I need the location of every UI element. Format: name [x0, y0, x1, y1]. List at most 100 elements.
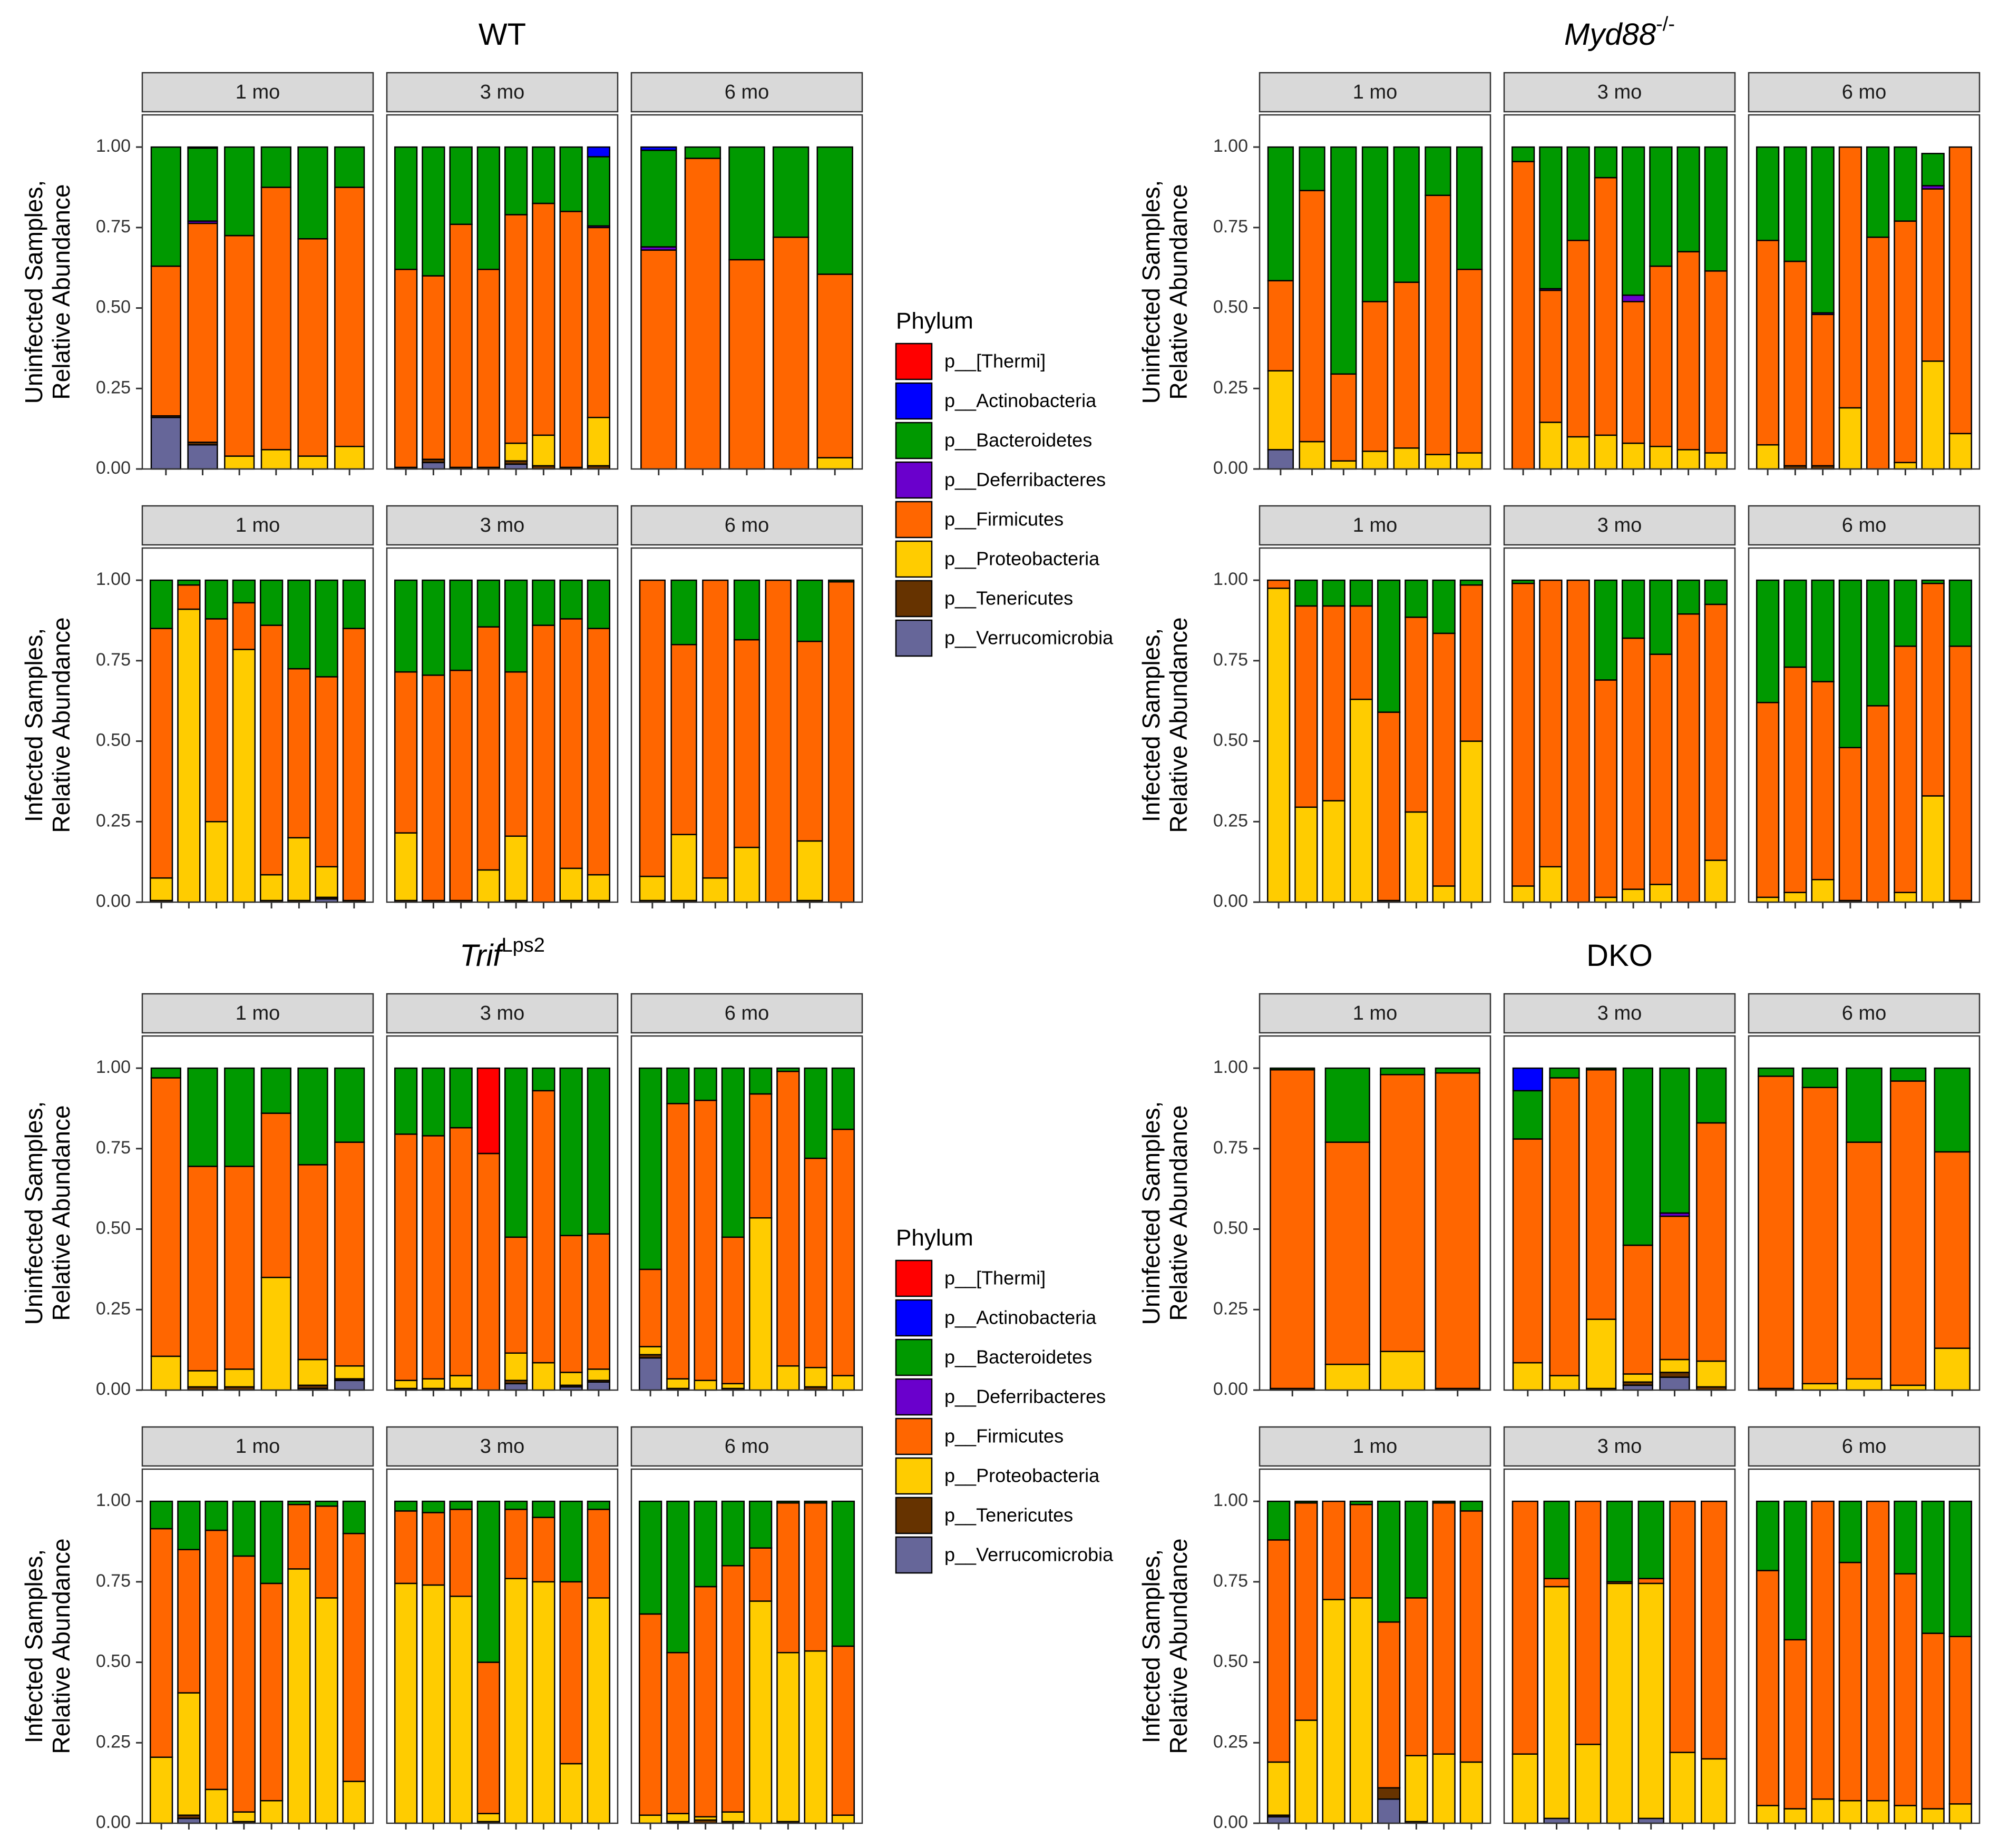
stacked-bar	[559, 1067, 583, 1391]
facet-strip	[141, 505, 374, 546]
bar-segment-bacteroidetes	[315, 1500, 338, 1507]
bar-segment-proteobacteria	[638, 1814, 662, 1824]
stacked-bar	[1511, 579, 1535, 903]
y-axis-label-line1: Infected Samples,	[20, 628, 47, 822]
bar-segment-bacteroidetes	[1511, 146, 1535, 162]
bar-segment-bacteroidetes	[1894, 146, 1917, 222]
stacked-bar	[297, 1067, 328, 1391]
stacked-bar	[204, 579, 228, 903]
y-axis-label-line1: Uninfected Samples,	[1137, 1101, 1165, 1325]
facet-strip	[1503, 1426, 1736, 1467]
bar-segment-firmicutes	[1838, 146, 1863, 409]
y-tick-label: 0.50	[1213, 730, 1248, 750]
facet-label: 3 mo	[1597, 1002, 1642, 1024]
bar-segment-bacteroidetes	[559, 579, 583, 620]
bar-segment-firmicutes	[1696, 1122, 1727, 1362]
bar-segment-bacteroidetes	[1838, 579, 1863, 749]
bar-segment-firmicutes	[638, 1268, 662, 1347]
stacked-bar	[1783, 579, 1807, 903]
bar-segment-proteobacteria	[638, 1346, 662, 1356]
bar-segment-proteobacteria	[1948, 433, 1973, 470]
facet-strip	[141, 72, 374, 113]
bar-segment-firmicutes	[1432, 1502, 1456, 1755]
legend-title: Phylum	[896, 308, 973, 334]
bar-segment-firmicutes	[748, 1093, 773, 1219]
bar-segment-firmicutes	[1405, 1597, 1428, 1756]
bar-segment-firmicutes	[1405, 617, 1428, 813]
bar-segment-firmicutes	[1266, 1539, 1291, 1763]
legend-label: p__Bacteroidetes	[944, 429, 1092, 451]
bar-segment-firmicutes	[1894, 646, 1917, 893]
bar-segment-proteobacteria	[315, 866, 338, 898]
bar-segment-firmicutes	[260, 187, 291, 451]
stacked-bar	[1811, 579, 1835, 903]
stacked-bar	[1696, 1067, 1727, 1391]
stacked-bar	[765, 579, 792, 903]
y-axis-label-line2: Relative Abundance	[47, 1538, 75, 1754]
stacked-bar	[1649, 579, 1673, 903]
bar-segment-firmicutes	[1322, 1500, 1345, 1600]
legend-label: p__Verrucomicrobia	[944, 1544, 1114, 1566]
stacked-bar	[776, 1500, 800, 1824]
bar-segment-proteobacteria	[776, 1365, 800, 1391]
panel-border	[1748, 1035, 1981, 1391]
bar-segment-firmicutes	[260, 1112, 291, 1278]
bar-segment-proteobacteria	[1659, 1358, 1690, 1373]
stacked-bar	[1349, 1500, 1373, 1824]
stacked-bar	[1889, 1067, 1927, 1391]
bar-segment-firmicutes	[149, 1528, 173, 1758]
row-uninfected: Uninfected Samples, Relative Abundance 0.0…	[20, 993, 863, 1399]
y-axis-label: Infected Samples, Relative Abundance	[20, 617, 75, 833]
bar-segment-verrucomicrobia	[1659, 1376, 1690, 1391]
bar-segment-proteobacteria	[702, 877, 729, 903]
stacked-bar	[287, 1500, 311, 1824]
bar-segment-firmicutes	[1330, 373, 1357, 462]
bar-segment-firmicutes	[776, 1502, 800, 1654]
panel-background	[1504, 115, 1735, 469]
bar-segment-proteobacteria	[177, 1692, 201, 1816]
panel-background	[1749, 548, 1980, 902]
bar-segment-firmicutes	[287, 1503, 311, 1570]
bar-segment-proteobacteria	[1921, 360, 1945, 470]
y-tick-label: 0.50	[1213, 297, 1248, 317]
stacked-bar	[587, 1500, 611, 1824]
bar-segment-bacteroidetes	[334, 1067, 365, 1143]
bar-segment-bacteroidetes	[259, 579, 284, 626]
bar-segment-firmicutes	[1512, 1500, 1538, 1755]
bar-segment-bacteroidetes	[1539, 146, 1563, 290]
bar-segment-proteobacteria	[670, 834, 697, 902]
panel-background	[387, 115, 618, 469]
bar-segment-bacteroidetes	[772, 146, 810, 238]
stacked-bar	[587, 146, 611, 470]
facet-strip	[386, 72, 619, 113]
stacked-bar	[1543, 1500, 1570, 1824]
stacked-bar	[1266, 1500, 1291, 1824]
panel-6-mo: 6 mo	[630, 72, 863, 475]
bar-segment-bacteroidetes	[1459, 579, 1484, 586]
panel-6-mo: 6 mo	[1748, 1426, 1981, 1830]
y-tick-label: 0.00	[1213, 458, 1248, 478]
bar-segment-actinobacteria	[640, 146, 677, 151]
stacked-bar	[504, 579, 528, 903]
bar-segment-firmicutes	[587, 1509, 611, 1599]
bar-segment-firmicutes	[504, 214, 528, 444]
stacked-bar	[1704, 146, 1728, 470]
facet-label: 1 mo	[236, 1435, 280, 1458]
bar-segment-bacteroidetes	[804, 1500, 827, 1504]
bar-segment-firmicutes	[1866, 705, 1890, 903]
stacked-bar	[1811, 1500, 1835, 1824]
stacked-bar	[1512, 1067, 1543, 1391]
facet-label: 6 mo	[725, 81, 769, 103]
bar-segment-proteobacteria	[1539, 422, 1563, 470]
panel-3-mo: 3 mo	[1503, 505, 1736, 908]
bar-segment-proteobacteria	[796, 840, 823, 902]
bar-segment-proteobacteria	[831, 1375, 855, 1391]
bar-segment-bacteroidetes	[831, 1067, 855, 1130]
y-tick-label: 0.00	[1213, 891, 1248, 911]
stacked-bar	[476, 1500, 501, 1824]
bar-segment-firmicutes	[1435, 1072, 1480, 1390]
legend-swatch	[895, 1497, 933, 1534]
stacked-bar	[1294, 579, 1318, 903]
bar-segment-firmicutes	[728, 259, 765, 470]
bar-segment-proteobacteria	[1361, 451, 1389, 470]
